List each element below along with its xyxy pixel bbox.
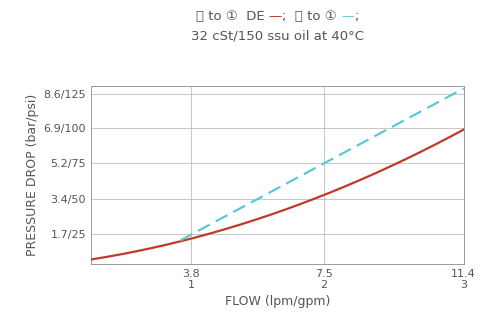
Text: —: —: [269, 10, 282, 23]
Text: ––: ––: [341, 10, 354, 23]
Text: ⓑ to ①  DE: ⓑ to ① DE: [196, 10, 269, 23]
Text: ;  ⓒ to ①: ; ⓒ to ①: [282, 10, 341, 23]
Text: 32 cSt/150 ssu oil at 40°C: 32 cSt/150 ssu oil at 40°C: [191, 30, 364, 43]
X-axis label: FLOW (lpm/gpm): FLOW (lpm/gpm): [225, 295, 330, 308]
Text: ;: ;: [354, 10, 358, 23]
Y-axis label: PRESSURE DROP (bar/psi): PRESSURE DROP (bar/psi): [26, 94, 39, 256]
